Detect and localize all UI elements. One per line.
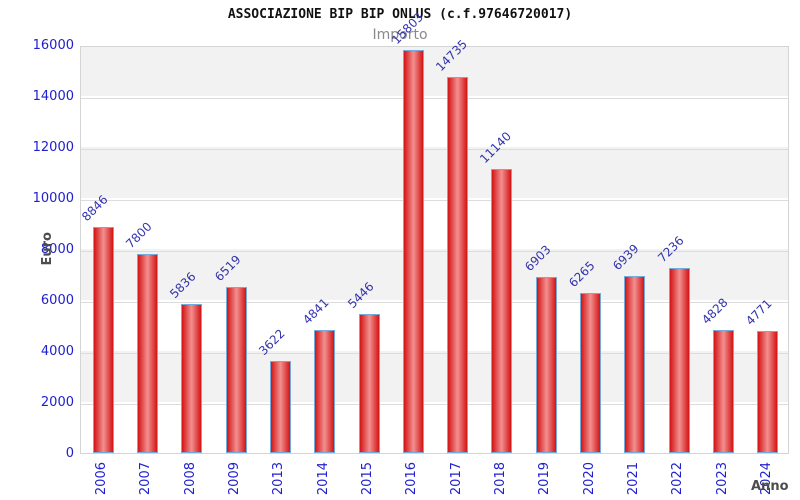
bar-2016	[403, 50, 424, 453]
x-tick-label: 2022	[670, 462, 686, 496]
gridline	[81, 353, 788, 354]
y-tick-label: 12000	[32, 140, 74, 155]
x-tick-label: 2021	[625, 462, 641, 496]
bar-2018	[491, 169, 512, 453]
x-tick-label: 2006	[94, 462, 110, 496]
bar-2019	[536, 277, 557, 453]
x-tick-label: 2014	[315, 462, 331, 496]
x-tick-label: 2008	[182, 462, 198, 496]
bar-2024	[757, 331, 778, 453]
bar-2006	[93, 227, 114, 453]
bar-2009	[226, 287, 247, 453]
gridline	[81, 302, 788, 303]
x-tick-label: 2007	[138, 462, 154, 496]
x-axis-title: Anno	[751, 479, 789, 494]
y-tick-label: 2000	[40, 395, 74, 410]
bar-2015	[359, 314, 380, 453]
background-band	[81, 198, 788, 249]
gridline	[81, 149, 788, 150]
y-tick-label: 10000	[32, 191, 74, 206]
bar-2023	[713, 330, 734, 453]
gridline	[81, 98, 788, 99]
bar-2007	[137, 254, 158, 453]
bar-2013	[270, 361, 291, 453]
plot-area	[80, 46, 789, 454]
bar-2008	[181, 304, 202, 453]
x-tick-label: 2023	[714, 462, 730, 496]
bar-2017	[447, 77, 468, 453]
x-tick-label: 2019	[537, 462, 553, 496]
chart-title: ASSOCIAZIONE BIP BIP ONLUS (c.f.97646720…	[227, 7, 573, 22]
y-tick-label: 0	[65, 446, 74, 461]
y-tick-label: 4000	[40, 344, 74, 359]
background-band	[81, 147, 788, 198]
bar-2014	[314, 330, 335, 453]
gridline	[81, 200, 788, 201]
bar-2021	[624, 276, 645, 453]
gridline	[81, 251, 788, 252]
x-tick-label: 2009	[227, 462, 243, 496]
y-axis-title: Euro	[40, 232, 55, 266]
x-tick-label: 2015	[360, 462, 376, 496]
chart-subtitle: Importo	[372, 27, 428, 43]
bar-2022	[669, 268, 690, 453]
background-band	[81, 96, 788, 147]
x-tick-label: 2020	[581, 462, 597, 496]
y-tick-label: 14000	[32, 89, 74, 104]
x-tick-label: 2018	[492, 462, 508, 496]
bar-2020	[580, 293, 601, 453]
y-tick-label: 16000	[32, 38, 74, 53]
x-tick-label: 2013	[271, 462, 287, 496]
x-tick-label: 2016	[404, 462, 420, 496]
background-band	[81, 47, 788, 96]
y-tick-label: 6000	[40, 293, 74, 308]
y-tick-label: 8000	[40, 242, 74, 257]
x-tick-label: 2017	[448, 462, 464, 496]
gridline	[81, 404, 788, 405]
